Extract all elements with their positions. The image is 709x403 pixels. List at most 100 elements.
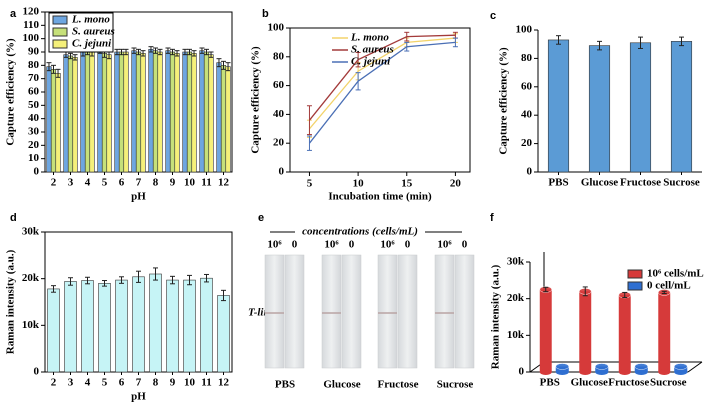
x-tick-label: 8 [153,377,159,389]
test-strip [284,254,305,369]
bar [131,50,137,173]
bar [183,279,196,373]
bar [115,279,128,373]
bar [203,51,210,173]
x-tick-label: 2 [51,177,57,189]
x-tick-label: 6 [119,177,125,189]
bar [579,291,592,372]
x-tick-label: Glucose [581,177,618,189]
x-tick-label: Sucrose [437,379,474,391]
legend-label: 0 cell/mL [647,280,691,292]
legend-label: L. mono [350,32,389,44]
x-tick-label: 10 [184,177,196,189]
y-tick-label: 10k [507,329,525,341]
bar-bottom [579,369,592,375]
y-tick-label: 60 [273,79,285,91]
bar [55,73,61,173]
bar [81,280,94,373]
bar [670,41,693,173]
x-tick-label: Glucose [571,377,608,389]
x-tick-label: PBS [540,377,560,389]
x-tick-label: 7 [136,377,142,389]
bar-bottom [618,369,631,375]
bar [547,39,570,173]
y-tick-label: 80 [28,59,40,71]
bar-bottom [595,369,609,375]
y-tick-label: 40 [521,109,533,121]
y-tick-label: 90 [28,46,40,58]
bar [64,281,77,373]
test-strip [341,254,362,369]
legend-label: C. jejuni [351,56,391,68]
y-tick-label: 20 [273,137,285,149]
bar [208,54,214,173]
y-tick-label: 40 [28,112,40,124]
lane-label: 10⁶ [380,239,395,251]
test-strip [434,254,455,369]
y-tick-label: 80 [521,52,533,64]
bar-bottom [634,369,648,375]
x-tick-label: 2 [51,377,57,389]
line [308,41,456,144]
x-tick-label: 11 [201,377,211,389]
bar-bottom [658,369,671,375]
bar [618,295,631,372]
lane-label: 10⁶ [437,239,452,251]
y-tick-label: 60 [28,86,40,98]
bar-top [555,363,570,370]
y-tick-label: 20 [521,137,533,149]
bar [50,69,57,173]
test-strip [454,254,475,369]
y-axis-label: Capture efficiency (%) [498,47,510,155]
bar [118,51,125,173]
x-tick-label: 12 [218,177,230,189]
bar [191,53,197,173]
x-tick-label: Sucrose [663,177,700,189]
bar [132,276,145,373]
legend-label: S. aureus [351,44,394,56]
legend-swatch [52,39,68,49]
bar [174,53,180,173]
lane-label: 10⁶ [324,239,339,251]
bar-top [634,363,649,370]
bar [89,51,95,173]
right-edge [687,361,703,373]
test-strip [397,254,418,369]
legend-label: S. aureus [72,26,115,38]
x-tick-label: 7 [136,177,142,189]
y-tick-label: 30k [22,226,40,238]
y-tick-label: 70 [28,72,40,84]
x-tick-label: 9 [170,177,176,189]
bar [217,295,230,373]
test-strip [321,254,342,369]
legend-swatch [627,269,643,279]
plot-frame [289,27,471,173]
x-axis-label: Incubation time (min) [328,191,432,203]
y-axis-label: Capture efficiency (%) [5,38,17,146]
x-tick-label: 4 [85,177,91,189]
test-strip [264,254,285,369]
legend-swatch [52,15,68,25]
y-tick-label: 0 [519,366,525,378]
bar-bottom [674,369,688,375]
x-tick-label: 5 [102,377,108,389]
bar [220,65,227,173]
bar [149,273,162,373]
bar [169,51,176,173]
y-tick-label: 60 [521,80,533,92]
x-tick-label: 3 [68,377,74,389]
x-tick-label: 4 [85,377,91,389]
x-tick-label: Glucose [323,379,360,391]
x-tick-label: Sucrose [650,377,687,389]
line [308,37,456,130]
bar [166,279,179,373]
y-axis-label: Capture efficiency (%) [250,46,262,154]
lane-label: 0 [462,239,468,251]
x-tick-label: PBS [275,379,295,391]
x-tick-label: 12 [218,377,230,389]
bar [539,289,552,372]
bar [140,53,146,173]
x-tick-label: 5 [307,178,313,190]
y-tick-label: 120 [23,6,40,18]
